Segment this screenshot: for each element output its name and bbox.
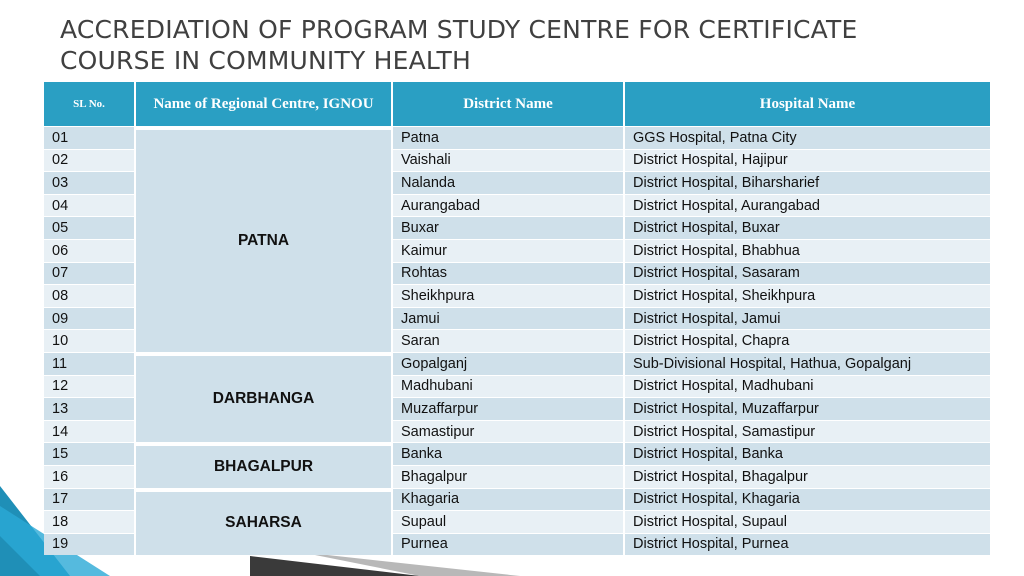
- table-row: 16 Bhagalpur District Hospital, Bhagalpur: [44, 464, 990, 488]
- hospital-cell: District Hospital, Bhabhua: [625, 238, 990, 262]
- table-row: 03 Nalanda District Hospital, Biharsharief: [44, 171, 990, 194]
- sl-no-cell: 06: [44, 238, 136, 262]
- district-cell: Kaimur: [393, 238, 625, 262]
- sl-no-cell: 09: [44, 306, 136, 330]
- hospital-cell: District Hospital, Sasaram: [625, 261, 990, 285]
- hospital-cell: District Hospital, Buxar: [625, 216, 990, 239]
- table-row: 12 Madhubani District Hospital, Madhubani: [44, 374, 990, 398]
- table-row: 10 Saran District Hospital, Chapra: [44, 329, 990, 352]
- sl-no-cell: 01: [44, 126, 136, 149]
- hospital-cell: District Hospital, Jamui: [625, 306, 990, 330]
- hospital-cell: District Hospital, Sheikhpura: [625, 284, 990, 307]
- swoosh-dark: [250, 556, 420, 576]
- regional-centre-cell: PATNA: [136, 126, 393, 352]
- sl-no-cell: 07: [44, 261, 136, 285]
- district-cell: Nalanda: [393, 171, 625, 194]
- district-cell: Khagaria: [393, 487, 625, 511]
- sl-no-cell: 19: [44, 532, 136, 556]
- table-row: 14 Samastipur District Hospital, Samastipu…: [44, 419, 990, 443]
- table-row: 07 Rohtas District Hospital, Sasaram: [44, 261, 990, 285]
- sl-no-cell: 15: [44, 442, 136, 465]
- district-cell: Rohtas: [393, 261, 625, 285]
- hospital-cell: District Hospital, Hajipur: [625, 148, 990, 172]
- hospital-cell: District Hospital, Madhubani: [625, 374, 990, 398]
- district-cell: Supaul: [393, 510, 625, 533]
- table-row: 05 Buxar District Hospital, Buxar: [44, 216, 990, 239]
- hospital-cell: District Hospital, Supaul: [625, 510, 990, 533]
- hospital-cell: District Hospital, Purnea: [625, 532, 990, 556]
- hospital-cell: District Hospital, Aurangabad: [625, 193, 990, 217]
- regional-centre-cell: SAHARSA: [136, 487, 393, 556]
- district-cell: Patna: [393, 126, 625, 149]
- table-row: 09 Jamui District Hospital, Jamui: [44, 306, 990, 330]
- district-cell: Purnea: [393, 532, 625, 556]
- header-sl-no: SL No.: [44, 82, 136, 126]
- district-cell: Saran: [393, 329, 625, 352]
- district-cell: Vaishali: [393, 148, 625, 172]
- district-cell: Samastipur: [393, 419, 625, 443]
- table-row: 11 DARBHANGA Gopalganj Sub-Divisional Hospi…: [44, 351, 990, 443]
- header-regional-centre: Name of Regional Centre, IGNOU: [136, 82, 393, 126]
- district-cell: Banka: [393, 442, 625, 465]
- hospital-cell: District Hospital, Biharsharief: [625, 171, 990, 194]
- sl-no-cell: 14: [44, 419, 136, 443]
- table-row: 13 Muzaffarpur District Hospital, Muzaffar…: [44, 397, 990, 420]
- district-cell: Gopalganj: [393, 351, 625, 375]
- hospital-cell: District Hospital, Khagaria: [625, 487, 990, 511]
- hospital-cell: District Hospital, Banka: [625, 442, 990, 465]
- accreditation-table: SL No. Name of Regional Centre, IGNOU Di…: [44, 82, 990, 556]
- regional-centre-cell: BHAGALPUR: [136, 442, 393, 488]
- sl-no-cell: 16: [44, 464, 136, 488]
- header-hospital-name: Hospital Name: [625, 82, 990, 126]
- sl-no-cell: 10: [44, 329, 136, 352]
- district-cell: Jamui: [393, 306, 625, 330]
- sl-no-cell: 03: [44, 171, 136, 194]
- sl-no-cell: 18: [44, 510, 136, 533]
- district-cell: Bhagalpur: [393, 464, 625, 488]
- sl-no-cell: 12: [44, 374, 136, 398]
- table-row: 08 Sheikhpura District Hospital, Sheikhpur…: [44, 284, 990, 307]
- sl-no-cell: 05: [44, 216, 136, 239]
- hospital-cell: District Hospital, Muzaffarpur: [625, 397, 990, 420]
- district-cell: Aurangabad: [393, 193, 625, 217]
- table-row: 06 Kaimur District Hospital, Bhabhua: [44, 238, 990, 262]
- hospital-cell: District Hospital, Bhagalpur: [625, 464, 990, 488]
- regional-centre-cell: DARBHANGA: [136, 351, 393, 443]
- table-row: 15 BHAGALPUR Banka District Hospital, Banka: [44, 442, 990, 488]
- district-cell: Buxar: [393, 216, 625, 239]
- sl-no-cell: 17: [44, 487, 136, 511]
- table-row: 04 Aurangabad District Hospital, Aurangaba…: [44, 193, 990, 217]
- hospital-cell: District Hospital, Samastipur: [625, 419, 990, 443]
- table-row: 17 SAHARSA Khagaria District Hospital, Khag…: [44, 487, 990, 556]
- slide-title: ACCREDIATION OF PROGRAM STUDY CENTRE FOR…: [60, 15, 858, 75]
- sl-no-cell: 04: [44, 193, 136, 217]
- swoosh-grey: [300, 552, 520, 576]
- sl-no-cell: 02: [44, 148, 136, 172]
- district-cell: Madhubani: [393, 374, 625, 398]
- sl-no-cell: 13: [44, 397, 136, 420]
- table-row: 18 Supaul District Hospital, Supaul: [44, 510, 990, 533]
- table-body: 01 PATNA Patna GGS Hospital, Patna City 02 Va…: [44, 126, 990, 556]
- hospital-cell: Sub-Divisional Hospital, Hathua, Gopalga…: [625, 351, 990, 375]
- table-header-row: SL No. Name of Regional Centre, IGNOU Di…: [44, 82, 990, 126]
- hospital-cell: District Hospital, Chapra: [625, 329, 990, 352]
- sl-no-cell: 08: [44, 284, 136, 307]
- table-row: 19 Purnea District Hospital, Purnea: [44, 532, 990, 556]
- header-district-name: District Name: [393, 82, 625, 126]
- sl-no-cell: 11: [44, 351, 136, 375]
- table-row: 01 PATNA Patna GGS Hospital, Patna City: [44, 126, 990, 352]
- district-cell: Muzaffarpur: [393, 397, 625, 420]
- hospital-cell: GGS Hospital, Patna City: [625, 126, 990, 149]
- table-row: 02 Vaishali District Hospital, Hajipur: [44, 148, 990, 172]
- district-cell: Sheikhpura: [393, 284, 625, 307]
